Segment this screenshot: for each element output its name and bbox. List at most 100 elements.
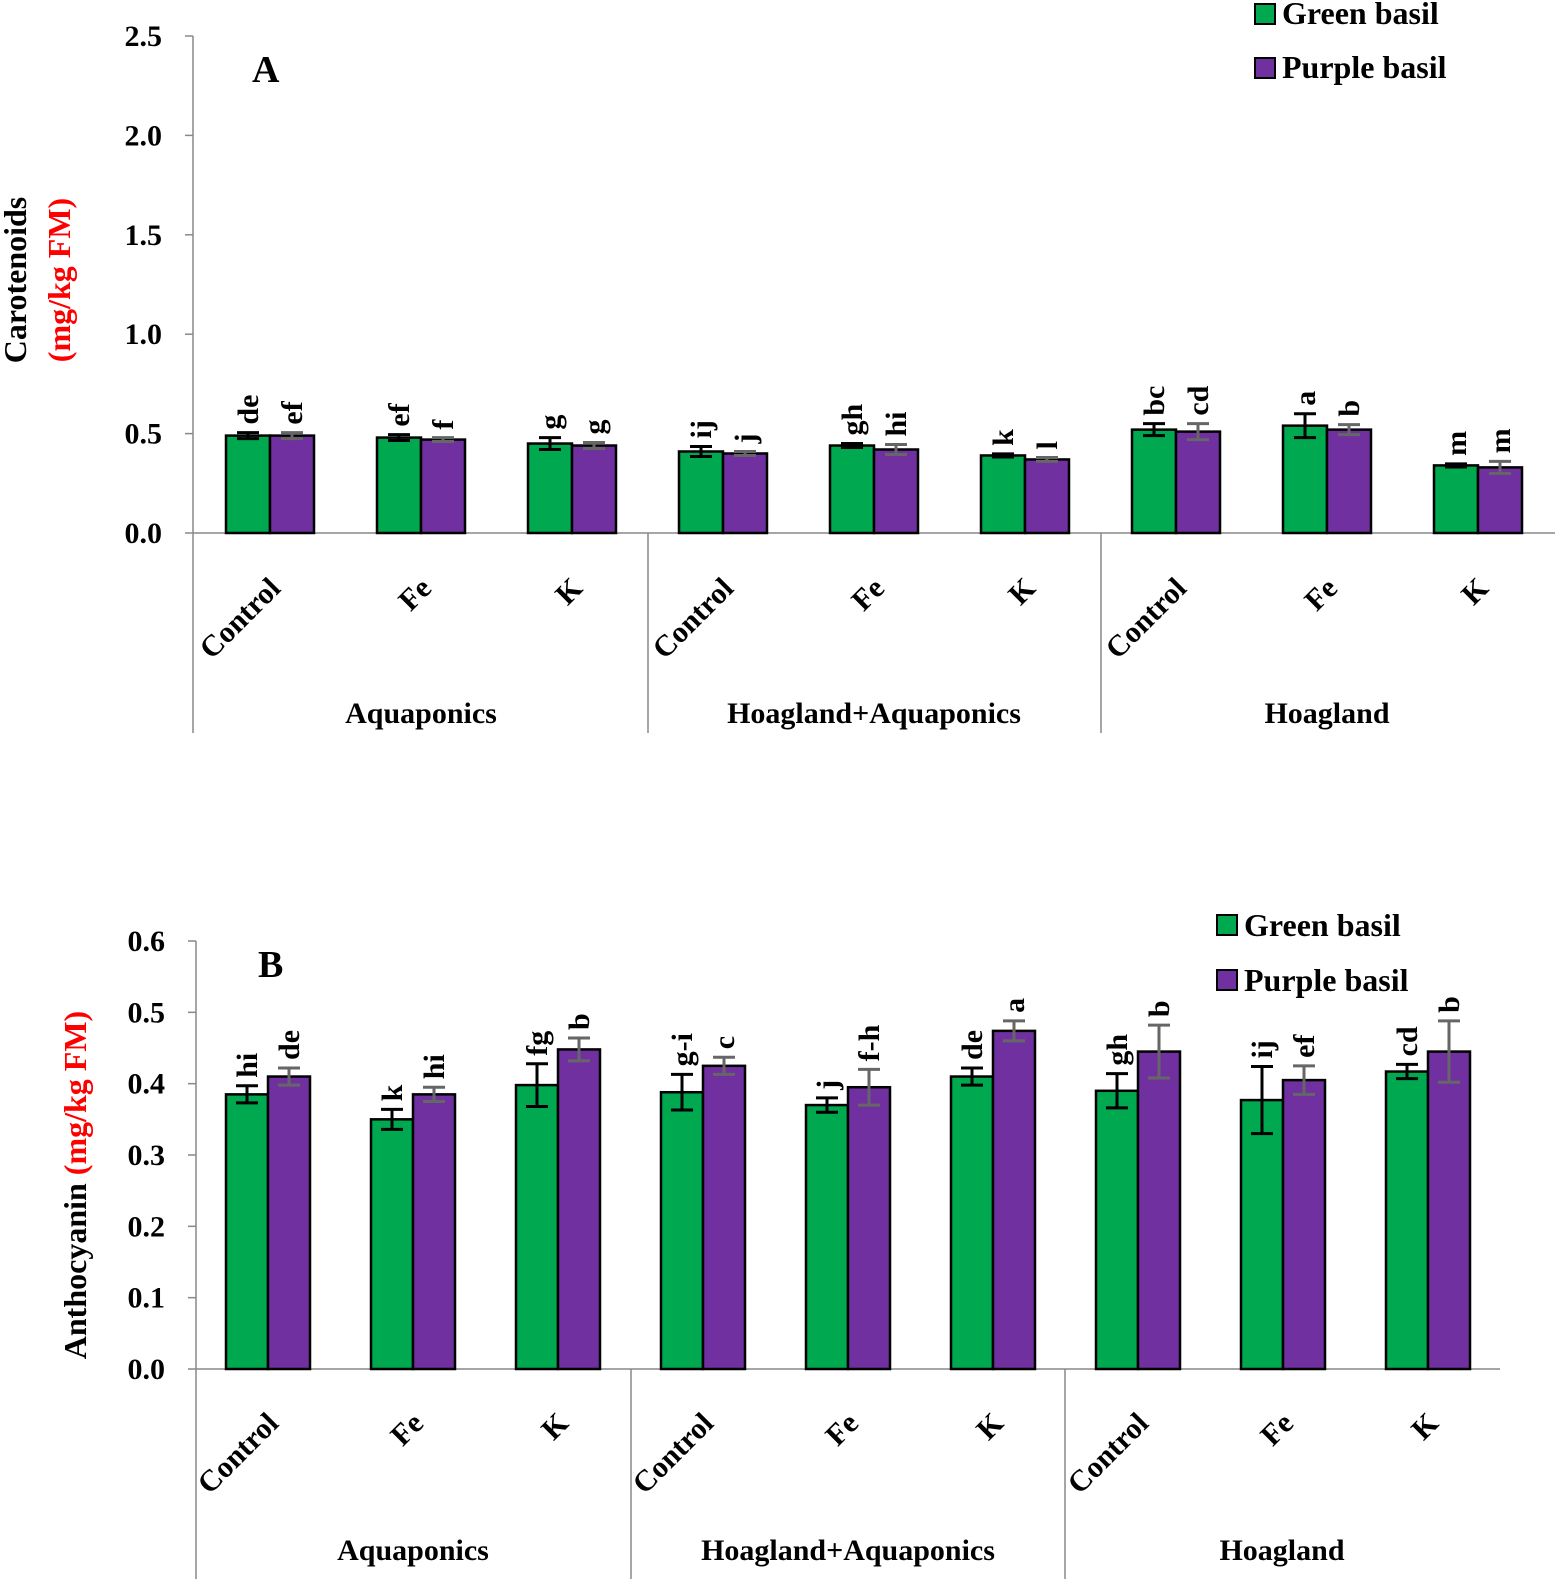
significance-letter: l [1031,441,1064,449]
bar-purple-basil [701,1064,747,1371]
y-tick-label: 0.1 [128,1282,166,1315]
bar-purple-basil [1281,1078,1327,1371]
x-category-label: Control [646,572,740,666]
significance-letter: f-h [853,1024,886,1061]
significance-letter: ef [1288,1034,1321,1058]
y-tick-label: 0.0 [128,1353,166,1386]
y-tick-label: 2.0 [125,119,163,152]
bar-purple-basil [556,1048,602,1371]
significance-letter: b [1143,1000,1176,1017]
group-label-aquaponics: Aquaponics [337,1534,489,1567]
significance-letter: b [563,1013,596,1030]
significance-letter: ef [383,402,416,426]
significance-letter: j [729,433,762,444]
bar-green-basil [677,450,725,535]
bar-green-basil [224,1093,270,1371]
bar-purple-basil [991,1029,1037,1371]
significance-letter: gh [1101,1034,1134,1066]
bar-purple-basil [1174,430,1222,535]
bar-green-basil [224,434,272,535]
bar-green-basil [1281,424,1329,535]
bar-green-basil [659,1090,705,1371]
bar-purple-basil [419,438,467,535]
y-tick-label: 0.2 [128,1210,166,1243]
significance-letter: ij [1246,1040,1279,1058]
group-label-aquaponics: Aquaponics [345,697,497,730]
legend-label-green: Green basil [1282,0,1439,31]
y-tick-label: 0.3 [128,1139,166,1172]
significance-letter: hi [880,412,913,437]
bar-purple-basil [872,448,920,535]
x-category-label: Fe [1254,1407,1300,1453]
x-category-label: Fe [384,1407,430,1453]
y-axis-title: Carotenoids [0,197,33,364]
legend-label-purple: Purple basil [1244,962,1409,998]
significance-letter: m [1440,431,1473,456]
x-category-label: K [535,1406,575,1446]
x-category-label: Control [191,1407,285,1501]
bar-green-basil [369,1118,415,1371]
bar-purple-basil [1426,1050,1472,1371]
x-category-labels: Control Fe K Control Fe K Control Fe K [193,571,1495,665]
legend-swatch-purple [1216,969,1238,991]
legend: Green basil Purple basil [1216,907,1409,998]
x-category-label: K [549,571,589,611]
legend-swatch-green [1216,914,1238,936]
significance-letter: c [708,1036,741,1049]
significance-letter: ef [276,400,309,424]
y-tick-label: 0.5 [125,418,163,451]
legend-label-green: Green basil [1244,907,1401,943]
significance-letter: b [1433,996,1466,1013]
y-tick-label: 2.5 [125,20,163,53]
bar-green-basil [1432,464,1480,535]
legend: Green basil Purple basil [1254,0,1447,85]
bars: de ef ef f g g ij jgh hik lbc cd abm m [224,385,1524,535]
x-category-labels: Control Fe K Control Fe K Control Fe K [191,1406,1445,1500]
significance-letter: g [578,420,611,435]
y-tick-label: 0.5 [128,996,166,1029]
significance-letter: gh [836,404,869,436]
panel-a-carotenoids: 0.00.51.01.52.02.5 de ef ef f g g ij jgh hik lbc c… [0,0,1555,733]
bar-green-basil [804,1103,850,1371]
significance-letter: cd [1182,385,1215,415]
bar-purple-basil [1136,1050,1182,1371]
bar-purple-basil [721,452,769,535]
x-category-label: Control [626,1407,720,1501]
significance-letter: k [376,1084,409,1101]
y-axis-unit: (mg/kg FM) [41,198,77,362]
significance-letter: de [956,1030,989,1060]
significance-letter: fg [521,1031,554,1056]
legend-label-purple: Purple basil [1282,49,1447,85]
bar-purple-basil [266,1075,312,1371]
bar-green-basil [526,442,574,535]
y-tick-labels: 0.0 0.1 0.2 0.3 0.4 0.5 0.6 [128,925,196,1386]
significance-letter: hi [231,1053,264,1078]
significance-letter: hi [418,1054,451,1079]
bar-purple-basil [570,444,618,535]
bar-green-basil [949,1075,995,1371]
group-label-hoagland-aquaponics: Hoagland+Aquaponics [701,1534,995,1567]
significance-letter: j [811,1080,844,1091]
x-category-label: Fe [819,1407,865,1453]
panel-label: A [252,49,280,91]
significance-letter: k [987,429,1020,446]
x-category-label: Control [1061,1407,1155,1501]
y-tick-label: 0.0 [125,517,163,550]
significance-letter: a [998,998,1031,1013]
significance-letter: ij [685,420,718,438]
panel-label: B [258,944,283,986]
bar-green-basil [1094,1089,1140,1371]
bar-green-basil [1130,428,1178,535]
legend-swatch-green [1254,3,1276,25]
bar-green-basil [828,444,876,535]
bar-green-basil [1239,1098,1285,1371]
bar-green-basil [1384,1070,1430,1371]
significance-letter: a [1289,391,1322,406]
x-category-label: K [1455,571,1495,611]
y-tick-label: 1.5 [125,219,163,252]
y-axis-title: Anthocyanin (mg/kg FM) [57,1011,93,1359]
significance-letter: g [534,415,567,430]
significance-letter: b [1333,400,1366,417]
y-tick-label: 0.4 [128,1068,166,1101]
